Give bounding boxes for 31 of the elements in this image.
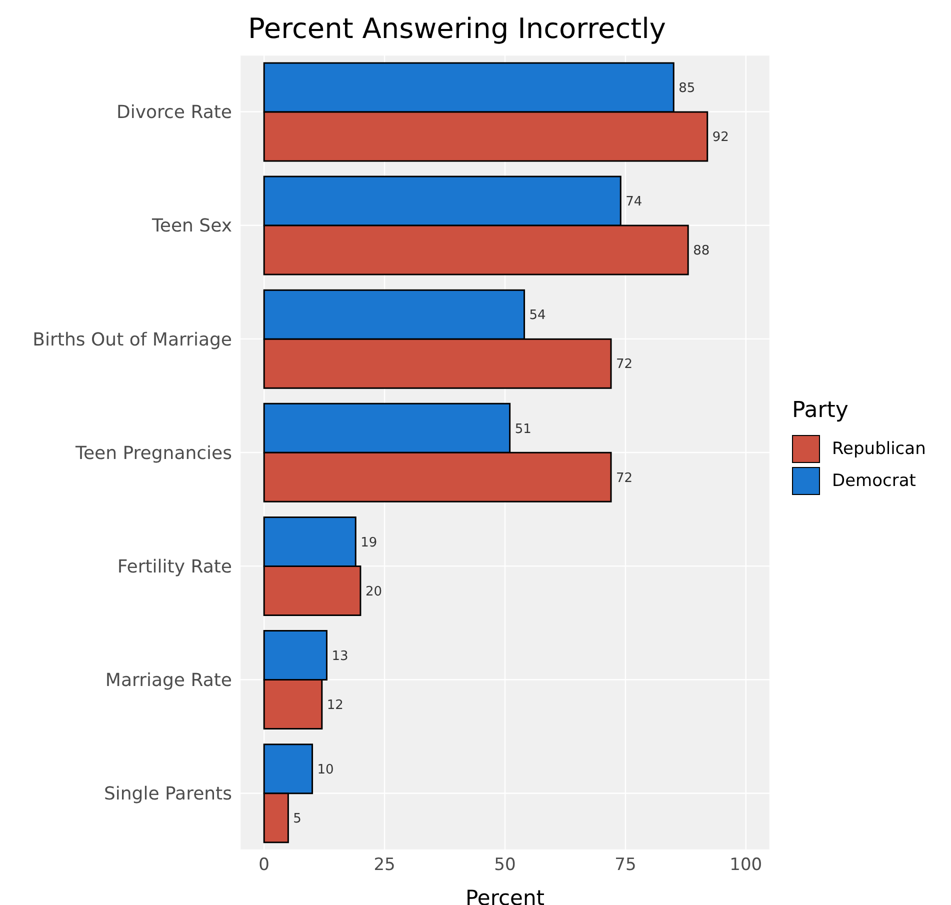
y-tick-label: Divorce Rate [116, 102, 232, 124]
y-tick-label: Fertility Rate [117, 556, 232, 578]
y-tick-label: Marriage Rate [105, 670, 232, 692]
y-tick-label: Teen Sex [150, 216, 232, 237]
legend-label: Democrat [832, 471, 916, 491]
data-label: 10 [317, 762, 334, 778]
x-tick-label: 100 [730, 855, 762, 876]
x-tick-label: 50 [494, 855, 516, 876]
y-tick-label: Births Out of Marriage [32, 329, 232, 350]
data-label: 5 [293, 811, 302, 826]
data-label: 51 [514, 422, 532, 437]
legend-title: Party [792, 398, 850, 423]
data-label: 13 [332, 648, 348, 664]
data-label: 54 [529, 308, 546, 324]
x-tick-label: 75 [614, 855, 636, 876]
y-tick-label: Single Parents [104, 784, 232, 805]
x-tick-label: 25 [374, 855, 396, 876]
data-label: 72 [616, 357, 633, 372]
legend-label: Republican [832, 439, 926, 459]
data-label: 72 [616, 470, 633, 486]
data-label: 92 [712, 130, 729, 146]
chart-title: Percent Answering Incorrectly [248, 12, 666, 45]
data-label: 20 [365, 584, 382, 600]
x-tick-label: 0 [258, 855, 270, 876]
x-axis-title: Percent [465, 886, 545, 905]
data-label: 88 [693, 244, 710, 259]
data-label: 74 [626, 194, 642, 210]
data-label: 12 [326, 698, 344, 713]
y-tick-label: Teen Pregnancies [74, 442, 232, 464]
data-label: 85 [678, 81, 696, 96]
data-label: 19 [360, 535, 378, 550]
